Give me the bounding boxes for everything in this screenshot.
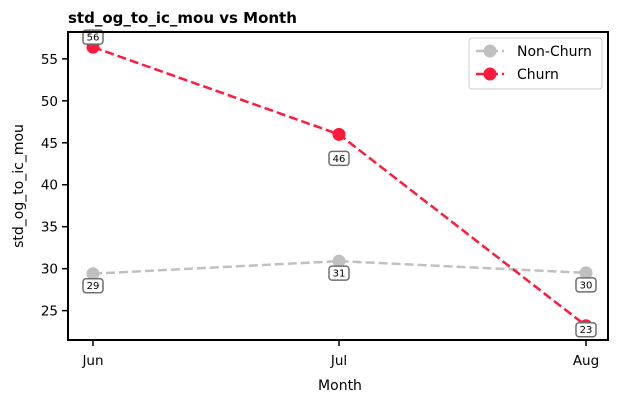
- series-non-churn: 29 31 30: [82, 254, 597, 294]
- y-tick-label: 55: [41, 52, 58, 68]
- data-label-non-churn: 29: [82, 277, 104, 294]
- y-tick-label: 25: [41, 304, 58, 320]
- data-label-box: [328, 150, 350, 167]
- data-label-text: 30: [580, 280, 593, 291]
- plot-area: 29 31 30 56 46 23: [82, 29, 597, 338]
- data-label-box: [82, 277, 104, 294]
- data-label-non-churn: 30: [575, 277, 597, 293]
- y-axis: 25 30 35 40 45 50 55: [41, 52, 68, 320]
- data-label-text: 31: [333, 269, 346, 280]
- data-label-box: [328, 265, 350, 281]
- x-tick-label: Jun: [81, 353, 103, 369]
- plot-frame: [67, 31, 609, 341]
- data-label-text: 46: [333, 154, 346, 165]
- y-axis-label: std_og_to_ic_mou: [11, 124, 27, 248]
- y-tick-label: 40: [41, 178, 58, 194]
- data-label-non-churn: 31: [328, 265, 350, 281]
- legend-label-churn: Churn: [517, 67, 559, 83]
- data-label-text: 23: [580, 325, 593, 336]
- data-label-box: [82, 29, 104, 45]
- data-point-non-churn: [86, 267, 100, 281]
- legend: Non-Churn Churn: [468, 37, 603, 90]
- data-label-box: [575, 321, 597, 338]
- x-tick-label: Jul: [330, 353, 347, 369]
- legend-marker-churn: [483, 67, 497, 81]
- series-churn: 56 46 23: [82, 29, 597, 338]
- data-label-churn: 46: [328, 150, 350, 167]
- legend-label-non-churn: Non-Churn: [517, 44, 592, 60]
- data-label-text: 56: [87, 33, 100, 44]
- data-label-churn: 56: [82, 29, 104, 45]
- y-tick-label: 35: [41, 220, 58, 236]
- data-point-non-churn: [332, 254, 346, 268]
- data-label-text: 29: [87, 281, 100, 292]
- data-label-churn: 23: [575, 321, 597, 338]
- x-axis: Jun Jul Aug: [81, 340, 599, 369]
- x-tick-label: Aug: [573, 353, 599, 369]
- y-tick-label: 50: [41, 94, 58, 110]
- series-line-non-churn: [92, 259, 587, 275]
- data-point-non-churn: [579, 266, 593, 280]
- legend-item-churn: Churn: [476, 67, 559, 83]
- data-point-churn: [332, 127, 346, 141]
- y-tick-label: 45: [41, 136, 58, 152]
- legend-item-non-churn: Non-Churn: [476, 44, 592, 60]
- legend-marker-non-churn: [483, 44, 497, 58]
- data-label-box: [575, 277, 597, 293]
- x-axis-label: Month: [318, 378, 362, 394]
- y-tick-label: 30: [41, 262, 58, 278]
- chart-title: std_og_to_ic_mou vs Month: [68, 9, 297, 27]
